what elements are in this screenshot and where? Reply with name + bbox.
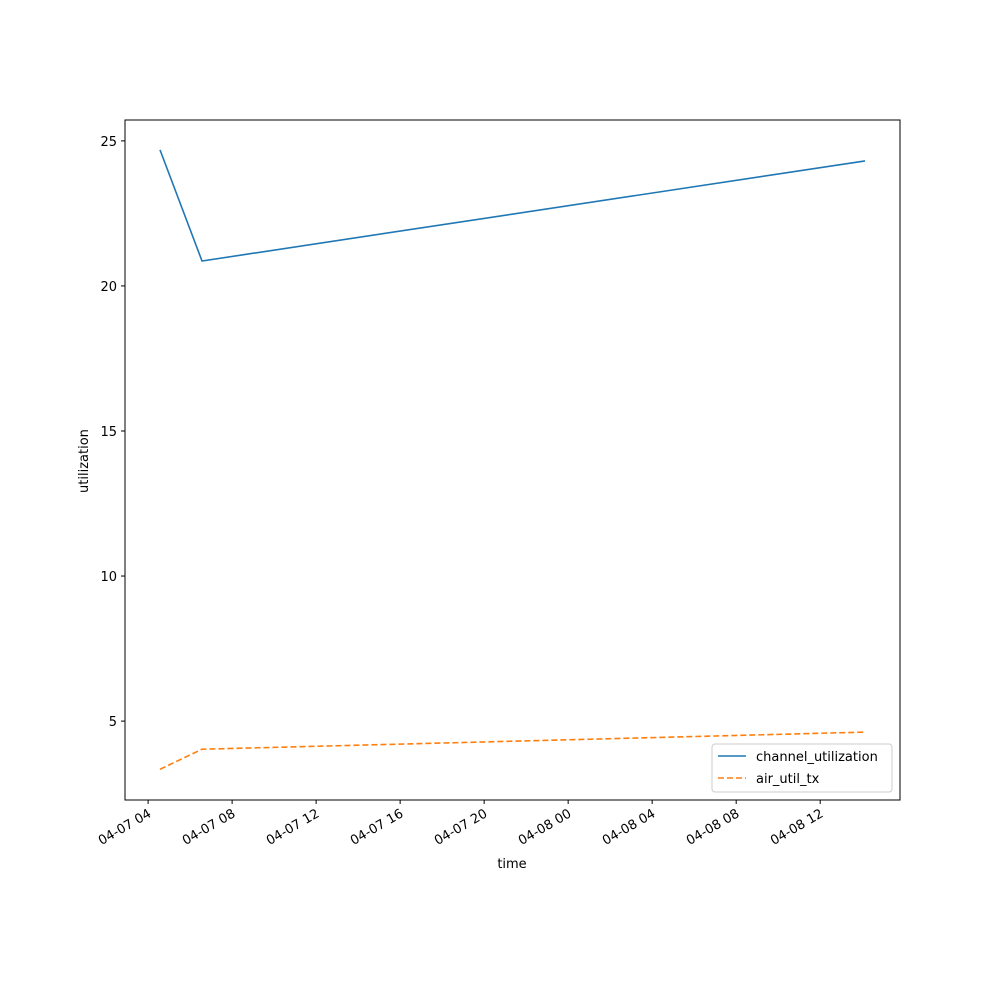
plot-frame — [124, 119, 901, 801]
legend-label: air_util_tx — [756, 772, 820, 787]
x-axis-label: time — [497, 857, 526, 872]
legend: channel_utilization air_util_tx — [711, 743, 893, 793]
y-tick-label: 25 — [100, 135, 117, 150]
y-axis-label: utilization — [77, 429, 92, 493]
legend-label: channel_utilization — [756, 750, 878, 765]
y-tick-label: 20 — [100, 280, 117, 295]
y-tick-label: 10 — [100, 570, 117, 585]
line — [159, 731, 866, 770]
y-tick-label: 5 — [109, 715, 117, 730]
line — [159, 149, 866, 262]
y-tick-label: 15 — [100, 425, 117, 440]
legend-frame — [711, 743, 893, 793]
